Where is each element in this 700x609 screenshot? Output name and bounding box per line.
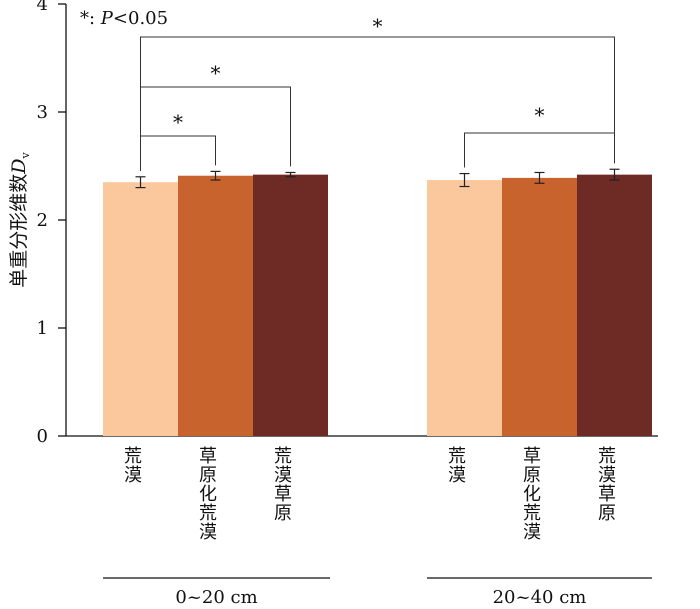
significance-brackets: * * * * [140,14,615,171]
bar [427,180,502,436]
category-label: 荒漠草原 [271,446,292,522]
category-label: 草原化荒漠 [520,446,541,541]
y-tick-label: 0 [37,426,48,447]
y-axis-label-main: 单重分形维数 [8,174,30,288]
significance-legend-rest: <0.05 [113,8,168,29]
category-label: 草原化荒漠 [196,446,217,541]
bar [502,177,577,436]
bar [253,174,328,436]
error-bars [135,168,620,189]
significance-bracket [464,132,615,168]
bars [103,174,652,436]
y-ticks: 0 1 2 3 4 [37,0,66,447]
significance-star: * [373,14,383,38]
significance-star: * [211,61,221,85]
y-axis-label-sub: v [19,151,32,159]
group-labels: 0~20 cm 20~40 cm [103,577,652,608]
bar [577,174,652,436]
category-label: 荒漠 [445,446,466,484]
group-label: 0~20 cm [175,587,257,608]
y-tick-label: 1 [37,318,48,339]
significance-bracket [140,36,615,171]
y-axis-label-var: D [8,158,30,174]
category-labels: 荒漠 草原化荒漠 荒漠草原 荒漠 草原化荒漠 荒漠草原 [121,446,616,541]
y-tick-label: 4 [37,0,48,15]
significance-bracket [140,135,216,171]
significance-star: * [173,110,183,134]
significance-legend-symbol: * [80,8,89,29]
category-label: 荒漠草原 [595,446,616,522]
bar [178,175,253,436]
y-tick-label: 3 [37,102,48,123]
significance-legend-var: P [100,8,114,29]
y-axis-label: 单重分形维数Dv [8,151,32,287]
significance-legend: *: P<0.05 [80,8,168,29]
bar [103,182,178,436]
y-tick-label: 2 [37,210,48,231]
significance-star: * [535,103,545,127]
group-label: 20~40 cm [493,587,587,608]
category-label: 荒漠 [121,446,142,484]
significance-legend-colon: : [89,8,101,29]
